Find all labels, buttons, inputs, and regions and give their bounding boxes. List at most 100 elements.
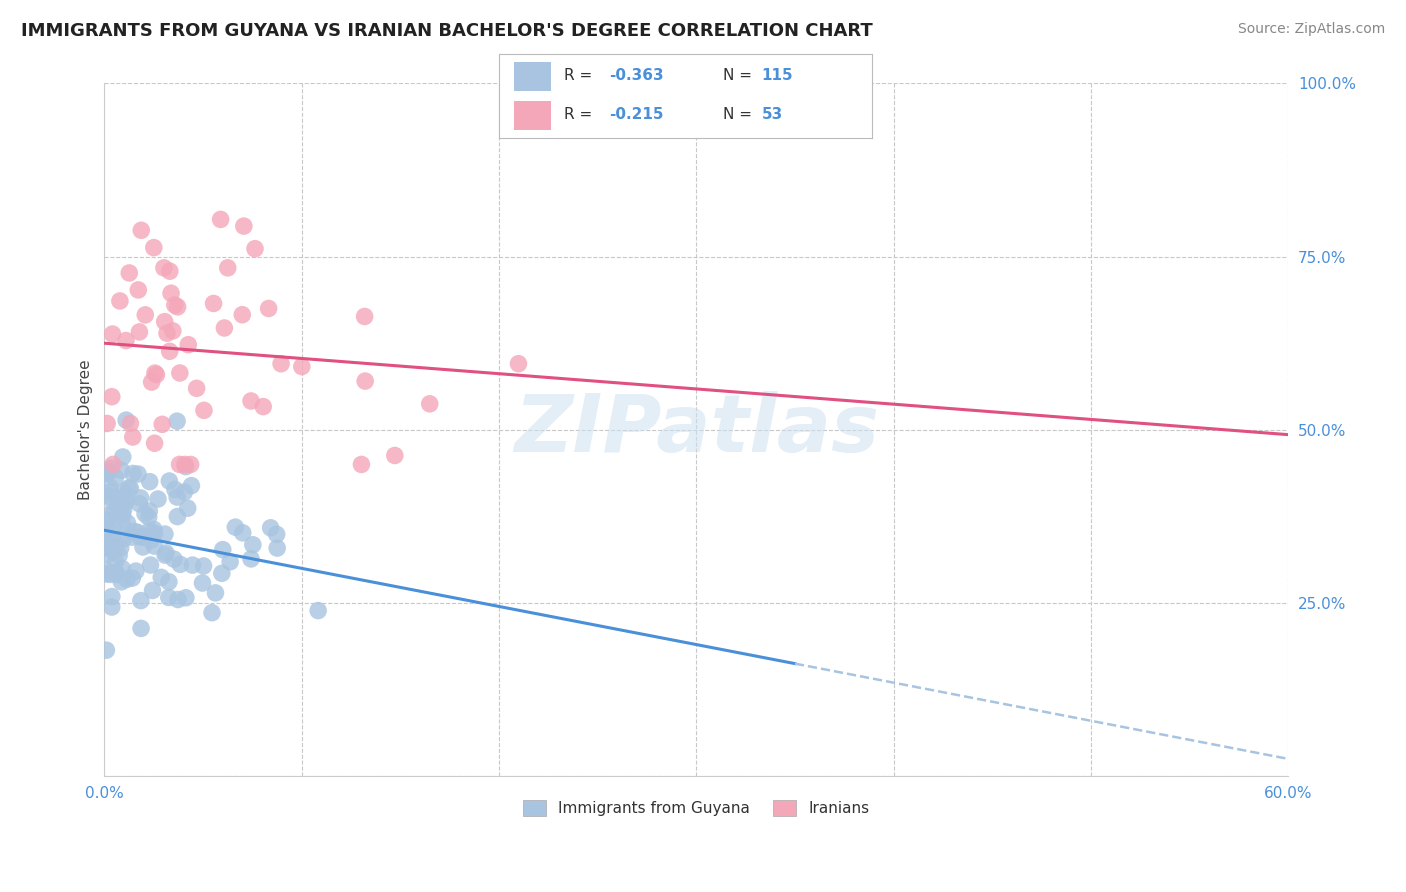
FancyBboxPatch shape bbox=[515, 101, 551, 130]
Point bbox=[97, 508, 120, 523]
Point bbox=[177, 337, 200, 351]
Point bbox=[111, 508, 134, 522]
Point bbox=[186, 381, 208, 395]
Point bbox=[121, 571, 143, 585]
Point bbox=[129, 223, 152, 237]
Point bbox=[201, 606, 224, 620]
Point bbox=[419, 397, 441, 411]
Point bbox=[101, 390, 124, 404]
Point bbox=[163, 298, 186, 312]
Text: -0.215: -0.215 bbox=[609, 107, 664, 122]
Point bbox=[224, 520, 246, 534]
Point bbox=[112, 502, 135, 516]
Point bbox=[134, 507, 156, 521]
Point bbox=[153, 548, 176, 562]
Point bbox=[124, 524, 146, 539]
Point bbox=[143, 526, 166, 541]
Point bbox=[141, 583, 163, 598]
Point bbox=[118, 266, 141, 280]
Point bbox=[307, 604, 329, 618]
Point bbox=[173, 485, 195, 500]
Point bbox=[232, 525, 254, 540]
Point bbox=[118, 481, 141, 495]
Point bbox=[180, 478, 202, 492]
Point bbox=[134, 308, 156, 322]
Point bbox=[508, 357, 530, 371]
Point bbox=[110, 541, 132, 555]
Point bbox=[108, 549, 131, 563]
Text: IMMIGRANTS FROM GUYANA VS IRANIAN BACHELOR'S DEGREE CORRELATION CHART: IMMIGRANTS FROM GUYANA VS IRANIAN BACHEL… bbox=[21, 22, 873, 40]
Point bbox=[104, 565, 127, 579]
Point bbox=[143, 366, 166, 380]
Point bbox=[138, 524, 160, 538]
Text: Source: ZipAtlas.com: Source: ZipAtlas.com bbox=[1237, 22, 1385, 37]
Point bbox=[103, 505, 125, 519]
Point bbox=[110, 494, 132, 508]
Point bbox=[173, 458, 195, 472]
Point bbox=[101, 458, 124, 472]
Point bbox=[167, 592, 190, 607]
Point bbox=[112, 492, 135, 507]
Point bbox=[129, 491, 152, 505]
Point bbox=[110, 574, 132, 589]
Point bbox=[211, 566, 233, 581]
Point bbox=[112, 484, 135, 499]
Point bbox=[291, 359, 314, 374]
Point bbox=[138, 510, 160, 524]
Point bbox=[242, 538, 264, 552]
Point bbox=[97, 467, 120, 481]
Point bbox=[157, 591, 180, 605]
Text: R =: R = bbox=[564, 107, 592, 122]
Point bbox=[145, 368, 167, 382]
Text: N =: N = bbox=[723, 107, 752, 122]
Point bbox=[169, 366, 191, 380]
Point bbox=[193, 403, 215, 417]
Point bbox=[163, 552, 186, 566]
Text: N =: N = bbox=[723, 69, 752, 84]
Point bbox=[97, 541, 120, 556]
Point bbox=[96, 643, 118, 657]
Point bbox=[101, 600, 124, 615]
Point bbox=[129, 621, 152, 635]
Point bbox=[101, 539, 124, 553]
Point bbox=[100, 484, 122, 499]
Point bbox=[350, 458, 373, 472]
Text: 53: 53 bbox=[762, 107, 783, 122]
Point bbox=[101, 494, 124, 508]
Point bbox=[101, 326, 124, 341]
Point bbox=[180, 458, 202, 472]
Point bbox=[115, 494, 138, 508]
Point bbox=[166, 300, 188, 314]
Point bbox=[354, 374, 377, 388]
Point bbox=[138, 504, 160, 518]
Point bbox=[108, 502, 131, 516]
Point bbox=[153, 260, 176, 275]
Point bbox=[214, 321, 236, 335]
Point bbox=[159, 344, 181, 359]
Point bbox=[96, 566, 118, 581]
Point bbox=[353, 310, 375, 324]
Point bbox=[384, 449, 406, 463]
Point bbox=[110, 463, 132, 477]
Point bbox=[252, 400, 274, 414]
Legend: Immigrants from Guyana, Iranians: Immigrants from Guyana, Iranians bbox=[516, 793, 877, 824]
Point bbox=[104, 470, 127, 484]
Point bbox=[100, 567, 122, 582]
Point bbox=[103, 544, 125, 558]
Point bbox=[128, 325, 150, 339]
Point bbox=[103, 541, 125, 556]
Point bbox=[117, 516, 139, 530]
Point bbox=[219, 555, 242, 569]
Point bbox=[160, 286, 183, 301]
Point bbox=[193, 558, 215, 573]
Point bbox=[115, 334, 138, 348]
Point bbox=[240, 394, 263, 409]
Point bbox=[96, 535, 118, 549]
Point bbox=[159, 264, 181, 278]
Point bbox=[157, 474, 180, 488]
Point bbox=[150, 570, 173, 584]
Point bbox=[107, 491, 129, 505]
Point bbox=[121, 530, 143, 544]
Point bbox=[162, 324, 184, 338]
Point bbox=[231, 308, 253, 322]
